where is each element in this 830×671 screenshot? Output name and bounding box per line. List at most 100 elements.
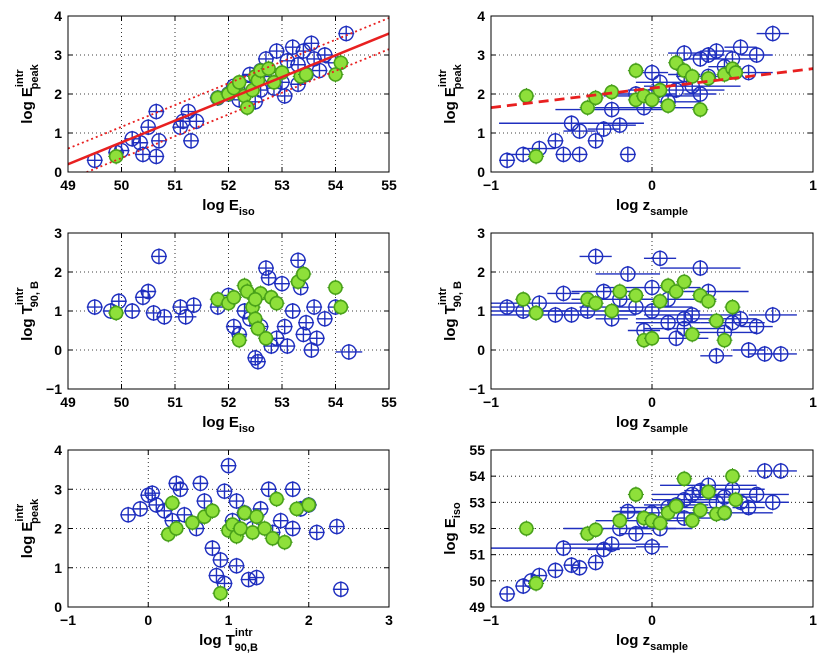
y-axis-label: log Tintr 90, B (14, 281, 41, 341)
y-axis-label: log Eintr peak (14, 63, 41, 123)
point-marker (620, 266, 636, 282)
x-tick-label: 55 (381, 394, 397, 410)
data-point-green (700, 483, 717, 500)
point-marker (596, 283, 612, 300)
data-point-blue (547, 132, 564, 149)
point-marker (226, 318, 242, 335)
y-tick-label: 2 (54, 264, 62, 280)
point-marker (140, 283, 156, 300)
data-point-blue (660, 260, 741, 277)
point-marker (169, 521, 184, 536)
x-tick-label: −1 (483, 612, 499, 628)
point-marker (233, 521, 248, 536)
data-point-blue (132, 500, 149, 517)
data-point-green (518, 520, 535, 537)
data-point-blue (172, 481, 189, 498)
y-tick-label: 3 (477, 47, 485, 63)
point-marker (668, 82, 684, 98)
data-point-blue (740, 318, 773, 335)
data-point-green (268, 491, 285, 508)
point-marker (333, 299, 349, 315)
data-point-blue (260, 269, 277, 286)
data-point-green (716, 332, 733, 349)
data-point-blue (192, 475, 209, 492)
y-tick-label: 1 (54, 560, 62, 576)
data-point-blue (249, 353, 266, 370)
data-point-blue (279, 338, 296, 355)
point-marker (258, 330, 274, 346)
point-marker (277, 534, 292, 550)
y-tick-label: −1 (46, 381, 62, 397)
point-marker (124, 303, 140, 319)
point-marker (204, 540, 221, 556)
x-tick-label: 53 (274, 177, 290, 193)
point-marker (725, 299, 740, 315)
data-point-blue (86, 152, 103, 169)
y-tick-label: 4 (54, 8, 62, 24)
point-marker (596, 541, 612, 558)
point-marker (140, 119, 156, 135)
point-marker (257, 521, 272, 536)
data-point-blue (316, 47, 333, 63)
point-marker (519, 521, 534, 536)
y-tick-label: 53 (469, 494, 485, 510)
point-marker (644, 539, 660, 555)
point-marker (748, 318, 765, 335)
point-marker (717, 505, 732, 521)
point-marker (652, 293, 668, 309)
point-marker (309, 524, 325, 541)
y-tick-label: 1 (54, 303, 62, 319)
y-axis-label: log Eintr peak (437, 63, 464, 123)
point-marker (701, 293, 716, 309)
data-point-green (611, 283, 628, 300)
data-point-blue (555, 101, 669, 118)
point-marker (247, 291, 263, 307)
data-point-green (676, 273, 693, 290)
data-point-blue (284, 303, 301, 319)
point-marker (588, 90, 603, 106)
data-point-blue (643, 250, 677, 267)
y-tick-label: 52 (469, 521, 485, 537)
point-marker (740, 499, 757, 516)
point-marker (333, 55, 349, 71)
data-point-blue (587, 132, 604, 149)
point-marker (596, 121, 612, 137)
point-marker (628, 288, 644, 303)
point-marker (499, 299, 515, 315)
y-tick-label: 4 (54, 442, 62, 458)
point-marker (644, 303, 660, 319)
point-marker (684, 307, 700, 323)
point-marker (341, 344, 357, 360)
point-marker (668, 330, 684, 346)
point-marker (644, 64, 660, 81)
point-marker (676, 274, 692, 290)
plot-area (68, 17, 389, 172)
data-point-blue (587, 554, 604, 571)
y-tick-label: 49 (469, 599, 485, 615)
x-axis-label: log zsample (616, 632, 688, 653)
point-marker (725, 468, 740, 484)
point-marker (732, 39, 749, 55)
point-marker (528, 576, 544, 591)
data-point-blue (756, 494, 789, 511)
x-tick-label: 1 (225, 612, 233, 628)
x-tick-label: 51 (167, 394, 183, 410)
point-marker (260, 481, 277, 497)
point-marker (555, 540, 572, 556)
plot-area (491, 462, 797, 602)
data-point-green (627, 486, 644, 503)
y-tick-label: 2 (54, 521, 62, 537)
point-marker (499, 586, 515, 602)
point-marker (228, 493, 245, 509)
point-marker (684, 69, 700, 84)
point-marker (628, 526, 644, 542)
point-marker (587, 554, 604, 571)
data-point-blue (563, 123, 596, 140)
point-marker (333, 581, 349, 598)
point-marker (701, 484, 716, 500)
data-point-green (332, 54, 349, 71)
data-point-blue (185, 297, 202, 314)
point-marker (580, 100, 595, 115)
data-point-blue (316, 310, 333, 327)
point-marker (216, 483, 233, 499)
